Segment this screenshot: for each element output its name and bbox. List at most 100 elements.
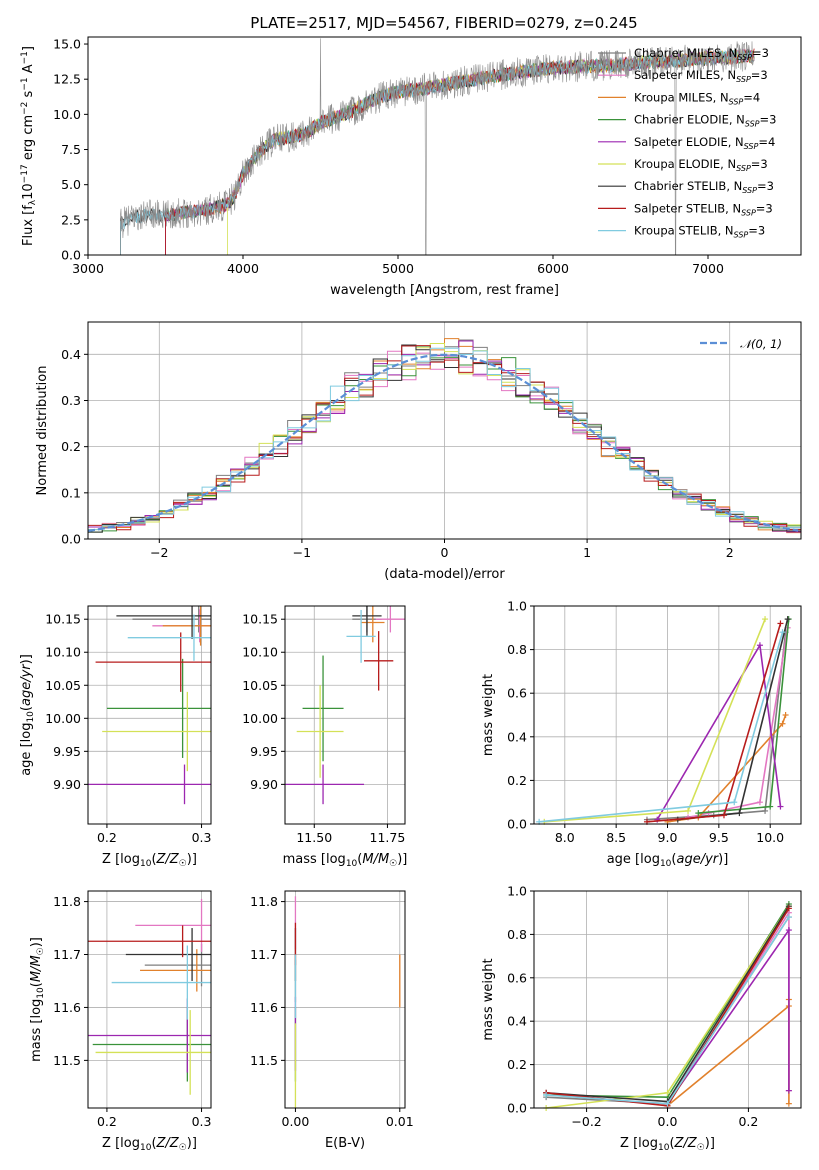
- y-tick-label: 11.6: [250, 1000, 278, 1015]
- mass-vs-extinction-panel: 0.00 0.01 11.5 11.6 11.7 11.8 E(B-V): [250, 890, 414, 1151]
- x-tick-label: 7000: [692, 261, 724, 276]
- legend-entry: Salpeter MILES, NSSP=3: [634, 68, 768, 84]
- y-axis-label: mass [log10(M/M☉)]: [29, 937, 46, 1062]
- grid: [534, 890, 801, 1109]
- axes-frame: [284, 605, 406, 825]
- x-tick-label: 8.0: [555, 830, 575, 845]
- errorbar-point: [106, 658, 211, 758]
- errorbar-point: [88, 764, 211, 805]
- errorbar-point: [302, 655, 344, 762]
- weight-marker: [785, 1100, 792, 1107]
- legend-entry: Salpeter ELODIE, NSSP=4: [634, 135, 775, 151]
- errorbar-point: [95, 1010, 211, 1095]
- errorbar-point: [352, 606, 382, 636]
- y-tick-label: 2.5: [61, 212, 81, 227]
- y-tick-label: 9.90: [53, 777, 81, 792]
- x-tick-label: 0.0: [658, 1114, 678, 1129]
- residual-histogram-panel: −2 −1 0 1 2 0.0 0.1 0.2 0.3 0.4 (data-model)/error…: [35, 321, 802, 582]
- weight-line: [539, 631, 784, 823]
- x-tick-label: −2: [150, 545, 168, 560]
- error-bars: [294, 896, 401, 1108]
- age-vs-mass-panel: 11.50 11.75 9.90 9.95 10.00 10.05 10.10 10.15 ma…: [242, 605, 408, 869]
- normal-reference-curve: [88, 353, 799, 532]
- weight-marker: [736, 810, 743, 817]
- weight-marker: [777, 620, 784, 627]
- y-tick-label: 15.0: [53, 37, 81, 52]
- weight-marker: [756, 799, 763, 806]
- weight-vs-metallicity-panel: −0.2 0.0 0.2 0.0 0.2 0.4 0.6 0.8 1.0 Z [log10(Z/Z…: [481, 884, 802, 1153]
- axes-frame: [87, 36, 802, 256]
- x-tick-label: 0.2: [97, 830, 117, 845]
- legend-entry: Chabrier MILES, NSSP=3: [634, 46, 769, 62]
- errorbar-point: [162, 606, 211, 646]
- weight-marker: [731, 799, 738, 806]
- weight-marker: [779, 720, 786, 727]
- y-tick-label: 1.0: [507, 599, 527, 614]
- weight-marker: [782, 712, 789, 718]
- y-tick-label: 9.95: [53, 744, 81, 759]
- y-tick-label: 0.2: [61, 439, 81, 454]
- y-tick-label: 10.00: [242, 711, 278, 726]
- y-tick-label: 10.10: [242, 645, 278, 660]
- x-tick-label: −0.2: [571, 1114, 601, 1129]
- weight-line: [698, 619, 790, 814]
- x-tick-label: 6000: [537, 261, 569, 276]
- x-tick-label: 8.5: [606, 830, 626, 845]
- errorbar-point: [364, 631, 394, 691]
- y-tick-label: 12.5: [53, 72, 81, 87]
- y-tick-label: 0.8: [507, 642, 527, 657]
- residual-histogram: [88, 347, 801, 539]
- weight-marker: [785, 905, 792, 912]
- y-tick-label: 11.8: [53, 894, 81, 909]
- weight-marker: [762, 807, 769, 814]
- errorbar-point: [88, 925, 211, 958]
- weight-lines: [543, 901, 792, 1111]
- y-tick-label: 10.10: [45, 645, 81, 660]
- x-tick-label: 5000: [382, 261, 414, 276]
- y-tick-label: 0.0: [507, 817, 527, 832]
- x-axis-label: Z [log10(Z/Z☉)]: [102, 852, 197, 869]
- legend-entry: Kroupa ELODIE, NSSP=3: [634, 157, 768, 173]
- errorbar-point: [127, 614, 211, 661]
- observed-spectrum-line: [120, 38, 755, 255]
- weight-marker: [720, 812, 727, 819]
- y-tick-label: 10.15: [45, 612, 81, 627]
- weight-marker: [543, 1091, 550, 1098]
- grid: [285, 891, 405, 1108]
- y-tick-label: 0.4: [507, 729, 527, 744]
- y-tick-label: 0.3: [61, 393, 81, 408]
- errorbar-point: [111, 945, 211, 1020]
- y-tick-label: 0.4: [507, 1014, 527, 1029]
- y-axis-label: mass weight: [481, 674, 496, 756]
- weight-marker: [685, 807, 692, 814]
- y-axis-label: age [log10(age/yr)]: [19, 654, 36, 776]
- x-tick-label: −1: [293, 545, 311, 560]
- legend-entry: 𝒩(0, 1): [740, 337, 782, 351]
- errorbar-point: [375, 606, 405, 633]
- weight-line: [666, 999, 790, 1107]
- x-axis-label: mass [log10(M/M☉)]: [283, 852, 408, 869]
- y-tick-label: 9.90: [250, 777, 278, 792]
- errorbar-point: [102, 691, 211, 772]
- y-tick-label: 0.0: [61, 248, 81, 263]
- weight-marker: [784, 616, 791, 623]
- x-axis-label: Z [log10(Z/Z☉)]: [102, 1136, 197, 1153]
- errorbar-point: [95, 632, 211, 692]
- weight-marker: [785, 1087, 792, 1094]
- y-tick-label: 0.1: [61, 485, 81, 500]
- y-tick-label: 0.2: [507, 773, 527, 788]
- x-tick-label: 0.3: [192, 830, 212, 845]
- y-tick-label: 10.05: [242, 678, 278, 693]
- x-tick-label: 0: [441, 545, 449, 560]
- grid: [534, 605, 801, 825]
- errorbar-point: [140, 949, 211, 992]
- error-bars: [285, 606, 405, 805]
- spectrum-lines: [120, 38, 755, 255]
- x-tick-label: 0.2: [97, 1114, 117, 1129]
- x-tick-label: 10.0: [756, 830, 784, 845]
- legend-entry: Kroupa MILES, NSSP=4: [634, 90, 760, 106]
- y-tick-label: 0.0: [61, 532, 81, 547]
- x-tick-label: 0.01: [386, 1114, 414, 1129]
- weight-marker: [664, 1100, 671, 1107]
- x-axis-label: Z [log10(Z/Z☉)]: [620, 1136, 715, 1153]
